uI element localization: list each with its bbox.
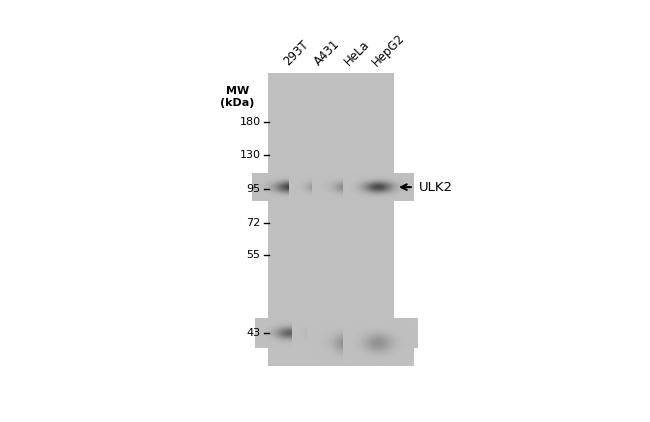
Text: 43: 43: [246, 328, 261, 338]
Text: HepG2: HepG2: [369, 31, 407, 68]
Text: HeLa: HeLa: [341, 38, 372, 68]
Text: 180: 180: [239, 117, 261, 127]
Text: ULK2: ULK2: [419, 181, 453, 194]
Text: 130: 130: [240, 150, 261, 160]
Text: MW
(kDa): MW (kDa): [220, 87, 255, 108]
Text: 95: 95: [246, 184, 261, 194]
Text: 55: 55: [246, 250, 261, 260]
Text: A431: A431: [311, 38, 342, 68]
Text: 293T: 293T: [281, 38, 311, 68]
Text: 72: 72: [246, 218, 261, 228]
Bar: [268, 73, 393, 366]
